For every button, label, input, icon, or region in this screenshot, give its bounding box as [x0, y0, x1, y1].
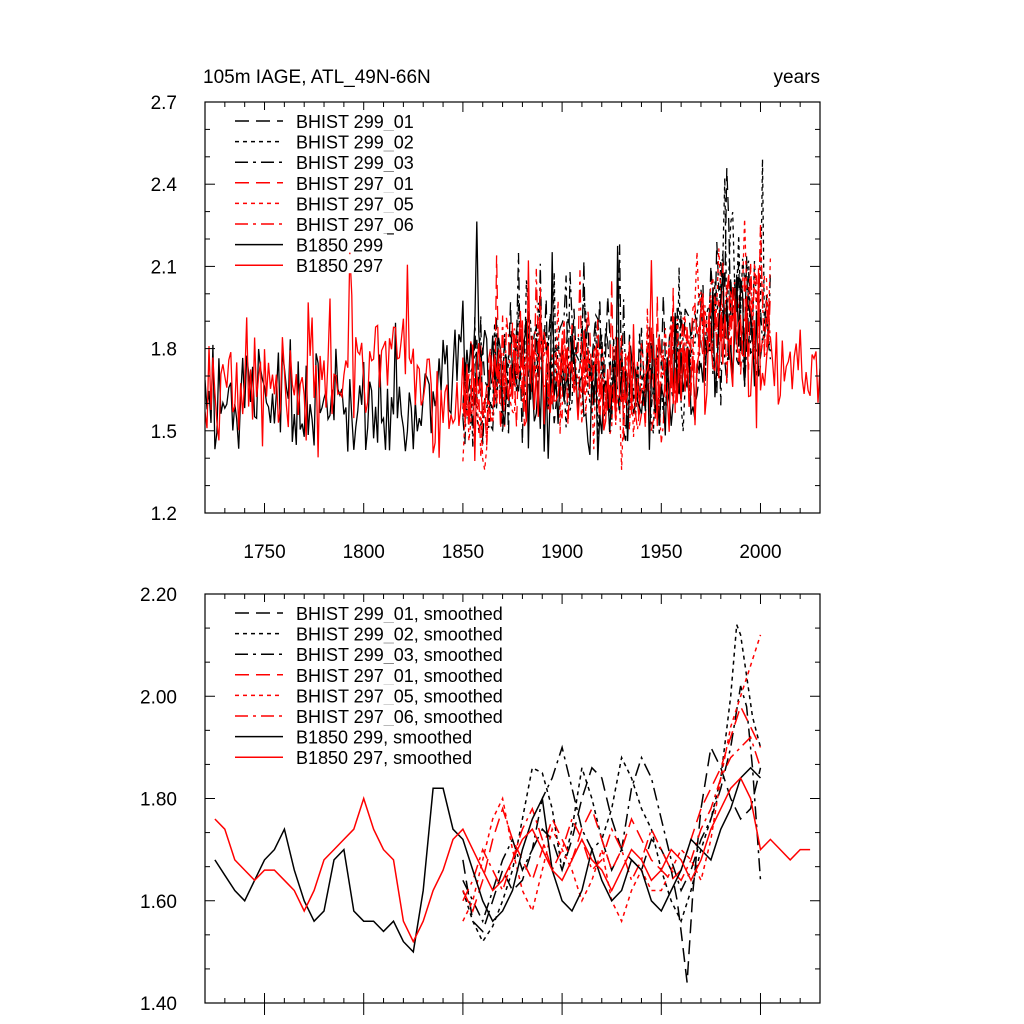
plot-frame — [204, 101, 821, 514]
legend-label: BHIST 299_01, smoothed — [296, 604, 503, 625]
series-line-bhist-299-02-smoothed — [462, 624, 762, 944]
panel-bottom: 1.40 1.60 1.80 2.00 2.20 BHIST 299_01, smoot… — [140, 585, 821, 1015]
legend-label: BHIST 299_03, smoothed — [296, 645, 503, 666]
series-line-b1850-297-smoothed — [214, 776, 811, 944]
y-tick-label: 2.00 — [140, 687, 177, 708]
x-tick-label: 1750 — [243, 542, 285, 563]
legend-item: BHIST 299_01 — [231, 110, 417, 133]
legend-item: BHIST 297_01, smoothed — [231, 663, 517, 687]
x-tick-label: 2000 — [739, 542, 781, 563]
chart-title: 105m IAGE, ATL_49N-66N — [203, 67, 431, 88]
series-line-b1850-299-smoothed — [214, 766, 762, 954]
series-line-b1850-297 — [205, 251, 820, 462]
panel-top: 1.2 1.5 1.8 2.1 2.4 2.7 1750 1800 1850 1900 1950 20… — [151, 67, 821, 563]
legend-label: BHIST 297_01 — [296, 174, 414, 195]
legend-label: B1850 297, smoothed — [296, 748, 472, 768]
y-tick-label: 2.20 — [140, 585, 177, 606]
legend-item: BHIST 297_05 — [231, 192, 417, 215]
legend-item: BHIST 297_01 — [231, 171, 417, 195]
legend-label: B1850 299 — [296, 236, 383, 256]
y-tick-label: 2.7 — [151, 93, 177, 114]
legend-label: BHIST 297_06, smoothed — [296, 707, 503, 728]
y-tick-label: 1.2 — [151, 504, 177, 525]
y-tick-label: 1.60 — [140, 892, 177, 913]
legend-item: B1850 297 — [231, 254, 387, 276]
legend-label: BHIST 297_05, smoothed — [296, 686, 503, 707]
y-tick-label: 1.80 — [140, 790, 177, 811]
x-tick-label: 1950 — [640, 542, 682, 563]
y-tick-label: 1.8 — [151, 340, 177, 361]
legend-item: B1850 299, smoothed — [231, 725, 487, 748]
x-tick-label: 1850 — [442, 542, 484, 563]
y-tick-label: 1.5 — [151, 422, 177, 443]
legend-label: BHIST 299_03 — [296, 153, 414, 174]
legend-label: B1850 299, smoothed — [296, 728, 472, 748]
legend-item: BHIST 297_06, smoothed — [231, 705, 517, 728]
legend-item: BHIST 299_01, smoothed — [231, 602, 517, 625]
x-tick-label: 1800 — [343, 542, 385, 563]
x-tick-label: 1900 — [541, 542, 583, 563]
y-tick-label: 2.1 — [151, 257, 177, 278]
legend-label: BHIST 297_05 — [296, 194, 414, 215]
legend-label: BHIST 299_02, smoothed — [296, 625, 503, 646]
legend-item: B1850 297, smoothed — [231, 746, 487, 768]
y-tick-label: 1.40 — [140, 994, 177, 1015]
units-label: years — [774, 67, 820, 88]
legend-label: B1850 297 — [296, 256, 383, 276]
legend-item: BHIST 299_03, smoothed — [231, 643, 517, 666]
series-line-bhist-299-03-smoothed — [462, 685, 762, 924]
legend-label: BHIST 299_01 — [296, 112, 414, 133]
legend-item: BHIST 297_05, smoothed — [231, 684, 517, 707]
legend-item: B1850 299 — [231, 233, 387, 256]
y-tick-label: 2.4 — [151, 175, 178, 196]
legend-item: BHIST 299_02, smoothed — [231, 622, 517, 646]
legend-label: BHIST 297_01, smoothed — [296, 666, 503, 687]
legend-item: BHIST 297_06 — [231, 213, 417, 236]
series-line-bhist-297-05 — [462, 218, 772, 471]
legend-label: BHIST 297_06 — [296, 215, 414, 236]
legend-item: BHIST 299_03 — [231, 151, 417, 174]
legend-label: BHIST 299_02 — [296, 133, 414, 154]
legend-item: BHIST 299_02 — [231, 130, 417, 154]
